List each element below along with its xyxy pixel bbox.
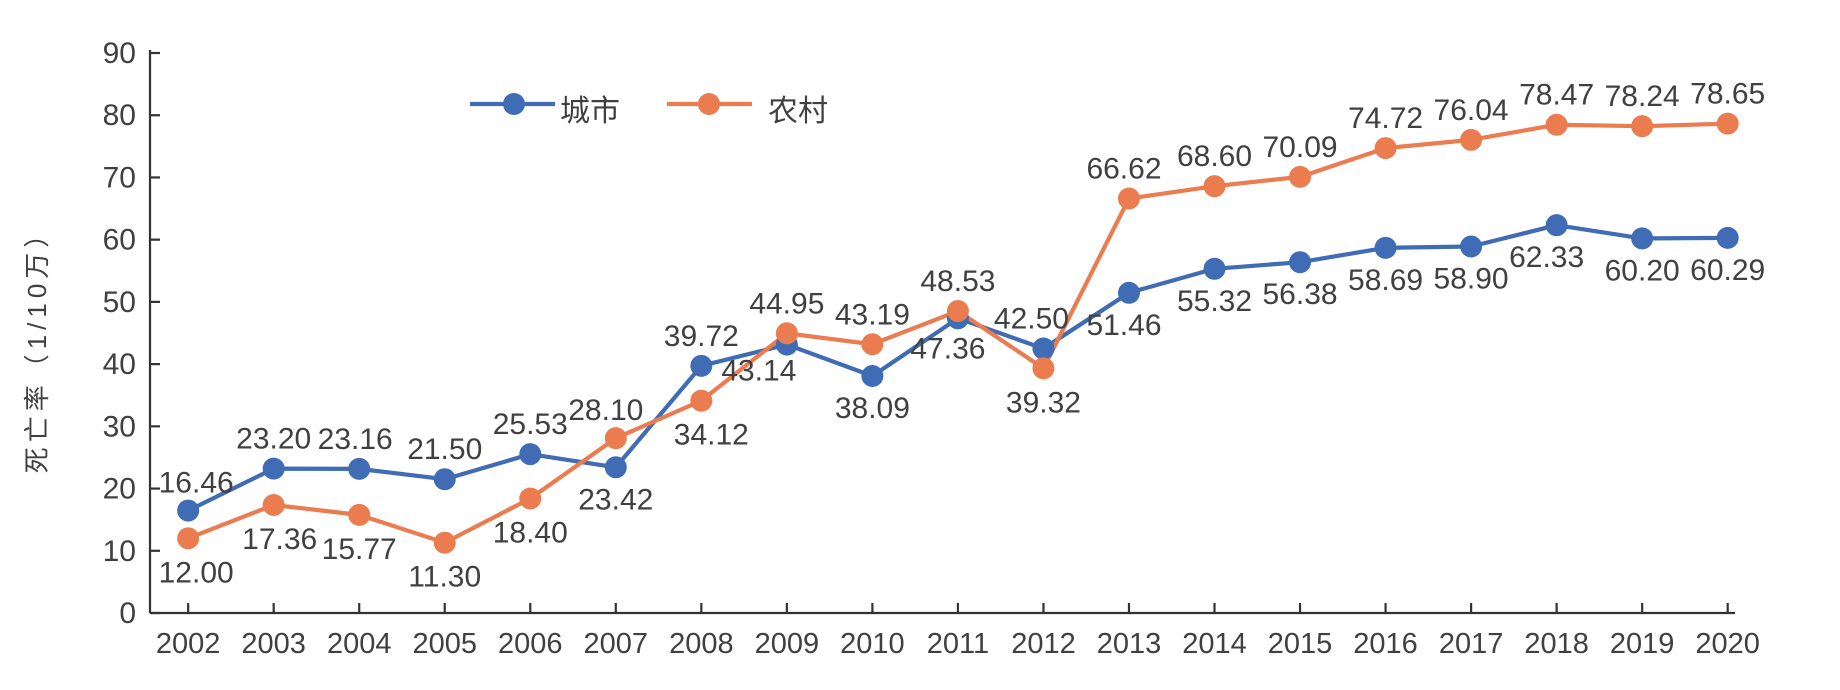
svg-text:10: 10 bbox=[103, 535, 136, 568]
svg-text:23.42: 23.42 bbox=[578, 483, 653, 516]
svg-text:42.50: 42.50 bbox=[994, 303, 1069, 336]
svg-text:51.46: 51.46 bbox=[1086, 309, 1161, 342]
svg-text:44.95: 44.95 bbox=[749, 287, 824, 320]
svg-text:2014: 2014 bbox=[1182, 628, 1247, 660]
svg-text:2013: 2013 bbox=[1097, 628, 1162, 660]
svg-text:70: 70 bbox=[103, 161, 136, 194]
svg-text:15.77: 15.77 bbox=[322, 533, 397, 566]
svg-text:68.60: 68.60 bbox=[1177, 140, 1252, 173]
svg-text:66.62: 66.62 bbox=[1086, 152, 1161, 185]
svg-text:2003: 2003 bbox=[241, 628, 306, 660]
svg-text:2006: 2006 bbox=[498, 628, 563, 660]
svg-text:58.69: 58.69 bbox=[1348, 264, 1423, 297]
svg-text:70.09: 70.09 bbox=[1263, 131, 1338, 164]
svg-text:30: 30 bbox=[103, 410, 136, 443]
svg-text:12.00: 12.00 bbox=[159, 556, 234, 589]
svg-text:2019: 2019 bbox=[1610, 628, 1675, 660]
svg-text:39.32: 39.32 bbox=[1006, 386, 1081, 419]
svg-text:2017: 2017 bbox=[1439, 628, 1504, 660]
svg-text:60: 60 bbox=[103, 224, 136, 257]
svg-text:2015: 2015 bbox=[1268, 628, 1333, 660]
svg-text:11.30: 11.30 bbox=[408, 561, 481, 594]
svg-text:60.20: 60.20 bbox=[1605, 254, 1680, 287]
svg-text:90: 90 bbox=[103, 37, 136, 70]
svg-text:23.20: 23.20 bbox=[236, 423, 311, 456]
svg-text:55.32: 55.32 bbox=[1177, 285, 1252, 318]
svg-text:43.14: 43.14 bbox=[721, 355, 796, 388]
svg-text:40: 40 bbox=[103, 348, 136, 381]
svg-text:2020: 2020 bbox=[1695, 628, 1760, 660]
svg-text:47.36: 47.36 bbox=[910, 332, 985, 365]
svg-text:43.19: 43.19 bbox=[835, 298, 910, 331]
svg-text:2002: 2002 bbox=[156, 628, 221, 660]
svg-text:48.53: 48.53 bbox=[920, 265, 995, 298]
svg-text:2007: 2007 bbox=[584, 628, 649, 660]
svg-text:38.09: 38.09 bbox=[835, 392, 910, 425]
svg-text:34.12: 34.12 bbox=[674, 419, 749, 452]
svg-text:2016: 2016 bbox=[1353, 628, 1418, 660]
svg-text:56.38: 56.38 bbox=[1263, 278, 1338, 311]
svg-text:58.90: 58.90 bbox=[1434, 263, 1509, 296]
svg-text:60.29: 60.29 bbox=[1690, 254, 1765, 287]
svg-text:62.33: 62.33 bbox=[1509, 241, 1584, 274]
svg-text:2009: 2009 bbox=[755, 628, 820, 660]
svg-text:0: 0 bbox=[119, 597, 136, 630]
svg-text:16.46: 16.46 bbox=[159, 467, 234, 500]
svg-text:2005: 2005 bbox=[412, 628, 477, 660]
svg-text:50: 50 bbox=[103, 286, 136, 319]
svg-text:23.16: 23.16 bbox=[318, 423, 393, 456]
svg-text:18.40: 18.40 bbox=[493, 517, 568, 550]
svg-text:2011: 2011 bbox=[927, 628, 989, 660]
svg-text:39.72: 39.72 bbox=[664, 320, 739, 353]
svg-text:2018: 2018 bbox=[1524, 628, 1589, 660]
svg-text:2012: 2012 bbox=[1011, 628, 1076, 660]
svg-text:21.50: 21.50 bbox=[407, 433, 482, 466]
svg-text:2008: 2008 bbox=[669, 628, 734, 660]
svg-text:2010: 2010 bbox=[840, 628, 905, 660]
svg-text:17.36: 17.36 bbox=[242, 523, 317, 556]
svg-text:28.10: 28.10 bbox=[568, 394, 643, 427]
svg-text:20: 20 bbox=[103, 473, 136, 506]
svg-text:25.53: 25.53 bbox=[493, 408, 568, 441]
svg-text:2004: 2004 bbox=[327, 628, 392, 660]
